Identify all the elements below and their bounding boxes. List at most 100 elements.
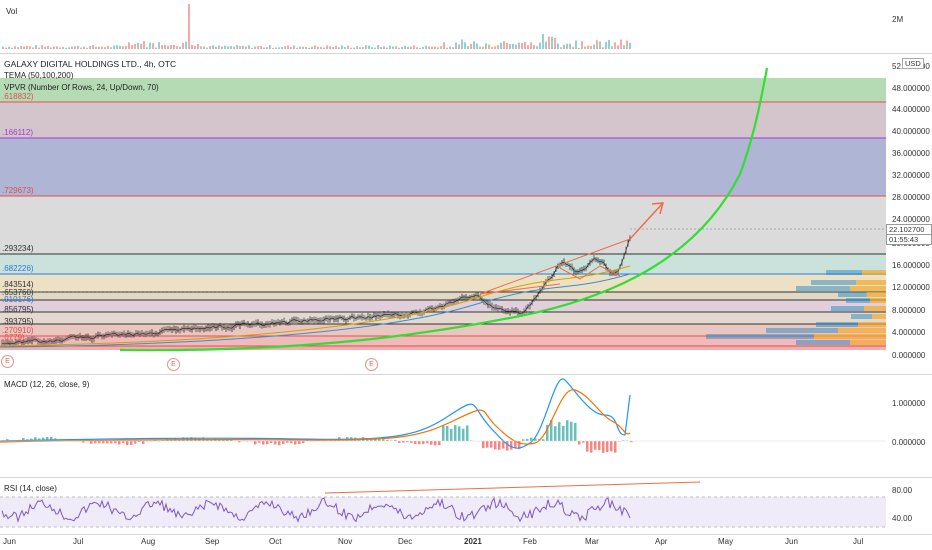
volume-bar — [281, 47, 283, 49]
volume-bar — [23, 46, 25, 49]
macd-histogram-bar — [278, 441, 281, 446]
volume-bar — [104, 47, 106, 49]
vpvr-down-bar — [856, 280, 886, 285]
volume-bar — [5, 47, 7, 49]
pane-divider[interactable] — [0, 477, 932, 478]
indicator-tema-label[interactable]: TEMA (50,100,200) — [4, 71, 74, 80]
macd-histogram-bar — [274, 441, 277, 445]
macd-histogram-bar — [106, 441, 109, 444]
volume-bar — [89, 45, 91, 49]
macd-histogram-bar — [482, 441, 485, 449]
volume-bar — [266, 47, 268, 49]
volume-bar — [602, 47, 604, 49]
volume-bar — [65, 47, 67, 49]
fib-zone — [0, 254, 886, 274]
volume-bar — [50, 47, 52, 49]
vpvr-down-bar — [850, 286, 886, 291]
macd-histogram-bar — [582, 441, 585, 443]
price-line — [1, 237, 631, 345]
indicator-vpvr-label[interactable]: VPVR (Number Of Rows, 24, Up/Down, 70) — [4, 83, 159, 92]
volume-bar — [158, 42, 160, 49]
price-axis[interactable]: 52.00000048.00000044.00000040.00000036.0… — [886, 54, 932, 374]
volume-bar — [26, 45, 28, 49]
volume-bar — [278, 47, 280, 49]
volume-bar — [563, 44, 565, 49]
macd-histogram-bar — [438, 441, 441, 446]
volume-bar — [62, 46, 64, 49]
event-marker-icon[interactable]: E — [365, 358, 378, 371]
macd-pane[interactable]: MACD (12, 26, close, 9) — [0, 375, 886, 477]
volume-bar — [44, 46, 46, 49]
macd-histogram-bar — [562, 425, 565, 441]
volume-bar — [440, 46, 442, 49]
macd-axis[interactable]: 1.000000 0.000000 — [886, 375, 932, 477]
event-marker-icon[interactable]: E — [1, 355, 14, 368]
volume-bar — [485, 43, 487, 49]
macd-histogram-bar — [386, 439, 389, 441]
macd-histogram-bar — [426, 441, 429, 444]
event-marker-icon[interactable]: E — [167, 358, 180, 371]
macd-histogram-bar — [570, 421, 573, 441]
macd-histogram-bar — [102, 441, 105, 444]
volume-bar — [296, 47, 298, 49]
price-axis-tick: 48.000000 — [892, 84, 930, 93]
volume-bar — [569, 43, 571, 49]
volume-bar — [590, 46, 592, 49]
rsi-pane[interactable]: RSI (14, close) — [0, 478, 886, 534]
volume-bar — [386, 47, 388, 49]
volume-bar — [542, 33, 544, 49]
macd-histogram-bar — [374, 438, 377, 441]
volume-bar — [191, 44, 193, 49]
volume-pane[interactable]: Vol — [0, 0, 886, 53]
volume-bar — [518, 42, 520, 49]
rsi-axis[interactable]: 80.00 40.00 — [886, 478, 932, 534]
volume-bar — [587, 45, 589, 49]
volume-bar — [611, 46, 613, 49]
time-axis[interactable]: Jun Jul Aug Sep Oct Nov Dec 2021 Feb Mar Apr May Jun… — [0, 535, 932, 550]
volume-axis[interactable]: 2M — [886, 0, 932, 53]
price-axis-tick: 12.000000 — [892, 283, 930, 292]
volume-bar — [32, 47, 34, 49]
currency-badge[interactable]: USD — [902, 58, 924, 69]
volume-bar — [179, 46, 181, 49]
volume-bar — [599, 41, 601, 49]
time-axis-label: Jul — [853, 537, 864, 546]
volume-bar — [506, 42, 508, 49]
volume-bar — [308, 47, 310, 49]
vpvr-down-bar — [850, 340, 886, 345]
fib-level-label: .618832) — [2, 92, 34, 101]
volume-bar — [302, 46, 304, 49]
macd-label[interactable]: MACD (12, 26, close, 9) — [4, 380, 90, 389]
price-axis-tick: 28.000000 — [892, 193, 930, 202]
fib-zone — [0, 102, 886, 138]
volume-bar — [407, 46, 409, 49]
volume-bar — [92, 45, 94, 49]
macd-histogram-bar — [462, 428, 465, 441]
volume-bar — [152, 43, 154, 49]
macd-histogram-bar — [494, 441, 497, 450]
symbol-title[interactable]: GALAXY DIGITAL HOLDINGS LTD., 4h, OTC — [4, 59, 177, 69]
pane-divider[interactable] — [0, 374, 932, 375]
volume-bar — [617, 45, 619, 49]
pane-divider[interactable] — [0, 53, 932, 54]
pane-divider[interactable] — [0, 534, 932, 535]
volume-bar — [377, 45, 379, 49]
macd-histogram-bar — [406, 441, 409, 443]
volume-bar — [521, 43, 523, 49]
rsi-label[interactable]: RSI (14, close) — [4, 484, 57, 493]
volume-bar — [245, 46, 247, 49]
price-pane[interactable]: GALAXY DIGITAL HOLDINGS LTD., 4h, OTC TE… — [0, 54, 886, 374]
volume-bar — [614, 42, 616, 49]
volume-bar — [134, 44, 136, 49]
macd-histogram-bar — [98, 441, 101, 444]
vpvr-down-bar — [858, 322, 886, 327]
volume-bar — [125, 45, 127, 49]
volume-bar — [365, 45, 367, 49]
volume-bar — [437, 47, 439, 49]
time-axis-label: Oct — [269, 537, 282, 546]
volume-bar — [395, 46, 397, 49]
volume-bar — [458, 44, 460, 49]
macd-histogram-bar — [506, 441, 509, 451]
volume-bar — [80, 47, 82, 49]
macd-histogram-bar — [518, 441, 521, 450]
